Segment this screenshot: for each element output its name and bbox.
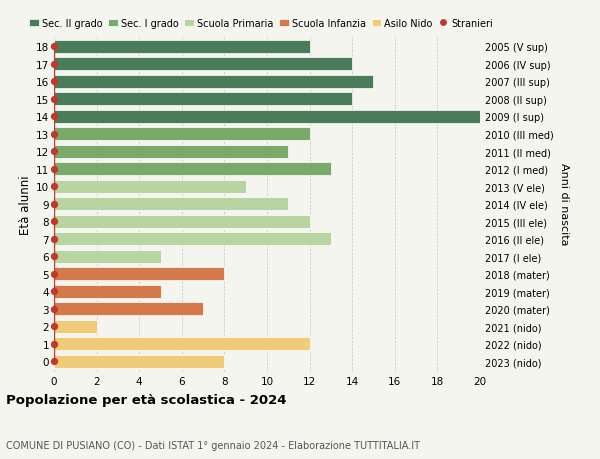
Point	[49, 148, 59, 156]
Bar	[54, 233, 331, 246]
Point	[49, 305, 59, 313]
Bar	[54, 76, 373, 89]
Legend: Sec. II grado, Sec. I grado, Scuola Primaria, Scuola Infanzia, Asilo Nido, Stran: Sec. II grado, Sec. I grado, Scuola Prim…	[29, 18, 493, 28]
Bar	[54, 93, 352, 106]
Bar	[54, 337, 310, 350]
Bar	[54, 355, 224, 368]
Point	[49, 323, 59, 330]
Bar	[54, 128, 310, 141]
Point	[49, 61, 59, 68]
Point	[49, 288, 59, 295]
Point	[49, 131, 59, 138]
Point	[49, 78, 59, 86]
Bar	[54, 320, 97, 333]
Bar	[54, 41, 310, 54]
Point	[49, 166, 59, 173]
Bar	[54, 302, 203, 315]
Point	[49, 183, 59, 190]
Point	[49, 113, 59, 121]
Bar	[54, 198, 288, 211]
Bar	[54, 58, 352, 71]
Point	[49, 340, 59, 347]
Y-axis label: Età alunni: Età alunni	[19, 174, 32, 234]
Point	[49, 235, 59, 243]
Bar	[54, 268, 224, 280]
Bar	[54, 163, 331, 176]
Point	[49, 253, 59, 260]
Bar	[54, 180, 246, 193]
Bar	[54, 146, 288, 158]
Bar	[54, 215, 310, 228]
Point	[49, 201, 59, 208]
Text: COMUNE DI PUSIANO (CO) - Dati ISTAT 1° gennaio 2024 - Elaborazione TUTTITALIA.IT: COMUNE DI PUSIANO (CO) - Dati ISTAT 1° g…	[6, 440, 420, 450]
Bar	[54, 111, 480, 123]
Point	[49, 44, 59, 51]
Point	[49, 270, 59, 278]
Bar	[54, 285, 161, 298]
Point	[49, 358, 59, 365]
Point	[49, 218, 59, 225]
Y-axis label: Anni di nascita: Anni di nascita	[559, 163, 569, 246]
Bar	[54, 250, 161, 263]
Point	[49, 96, 59, 103]
Text: Popolazione per età scolastica - 2024: Popolazione per età scolastica - 2024	[6, 393, 287, 406]
